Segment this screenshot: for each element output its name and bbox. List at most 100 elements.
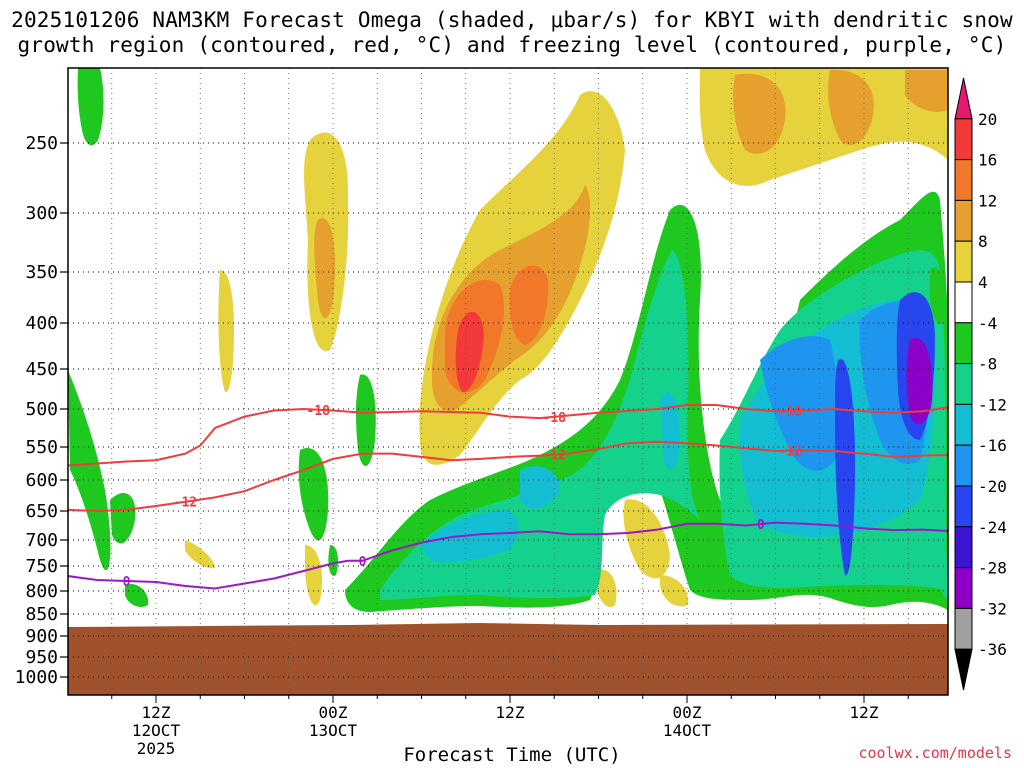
x-tick-label: 00Z	[673, 703, 702, 722]
y-tick-label: 900	[25, 626, 58, 647]
omega-region-yellow	[595, 569, 617, 608]
y-tick-label: 1000	[15, 667, 58, 688]
colorbar-swatch	[954, 281, 973, 324]
contour-label: -18	[543, 411, 567, 426]
x-axis-title: Forecast Time (UTC)	[403, 744, 621, 766]
colorbar-legend: 20 16 12 8 4 -4 -8 -12 -16 -20 -24 -28 -32 -36	[954, 77, 1007, 691]
x-tick-year: 2025	[137, 739, 176, 758]
y-tick-label: 500	[25, 399, 58, 420]
colorbar-label: 20	[978, 110, 997, 129]
contour-dgz	[68, 404, 948, 467]
colorbar-swatch	[954, 118, 973, 161]
x-tick-label: 12Z	[142, 703, 171, 722]
x-tick-date: 13OCT	[309, 721, 358, 740]
colorbar-arrow-top	[954, 77, 973, 120]
omega-region-gold	[905, 70, 948, 112]
y-tick-label: 700	[25, 530, 58, 551]
colorbar-swatch	[954, 159, 973, 201]
chart-title-line-1: 2025101206 NAM3KM Forecast Omega (shaded…	[11, 8, 1013, 32]
omega-region-green	[930, 267, 946, 324]
omega-region-sky	[760, 336, 839, 471]
colorbar-swatch	[954, 199, 973, 242]
omega-region-green	[110, 492, 136, 544]
contour-label: -12	[779, 445, 802, 460]
contour-freezing_level	[68, 521, 948, 590]
colorbar-swatch	[954, 444, 973, 487]
colorbar-arrow-bottom	[954, 648, 973, 691]
y-tick-label: 650	[25, 501, 58, 522]
x-tick-label: 12Z	[496, 703, 525, 722]
contour-label: -18	[779, 405, 803, 420]
omega-region-orange	[509, 265, 549, 345]
contour-label: -18	[307, 404, 331, 419]
omega-region-green	[355, 374, 376, 467]
x-tick-date: 14OCT	[663, 721, 712, 740]
y-tick-label: 450	[25, 359, 58, 380]
y-tick-label: 300	[25, 203, 58, 224]
y-axis: 2503003504004505005506006507007508008509…	[15, 133, 68, 688]
credit-link[interactable]: coolwx.com/models	[858, 744, 1012, 762]
colorbar-swatch	[954, 567, 973, 609]
colorbar-label: -4	[978, 314, 997, 333]
y-tick-label: 250	[25, 133, 58, 154]
y-tick-label: 950	[25, 647, 58, 668]
omega-shading-layer	[68, 68, 948, 612]
y-tick-label: 350	[25, 262, 58, 283]
omega-region-gold	[314, 218, 336, 319]
plot-frame	[67, 67, 949, 696]
colorbar-label: 4	[978, 273, 988, 292]
omega-region-gold	[733, 73, 786, 154]
colorbar-swatch	[954, 607, 973, 650]
colorbar-label: -8	[978, 355, 997, 374]
chart-title-line-2: growth region (contoured, red, °C) and f…	[17, 33, 1007, 57]
omega-region-yellow	[623, 499, 670, 579]
colorbar-label: 16	[978, 151, 997, 170]
omega-region-green	[328, 545, 338, 576]
colorbar-label: 8	[978, 232, 988, 251]
omega-region-gold	[828, 69, 874, 145]
contour-layer: -18 -18 -18 -12 -12 -12 0 0 0	[68, 404, 948, 590]
contour-label: 0	[757, 518, 765, 533]
colorbar-swatch	[954, 240, 973, 283]
x-tick-label: 00Z	[319, 703, 348, 722]
omega-region-green	[125, 584, 149, 607]
y-tick-label: 850	[25, 604, 58, 625]
y-tick-label: 800	[25, 581, 58, 602]
contour-label: 0	[359, 555, 367, 570]
omega-region-yellow	[218, 270, 234, 393]
colorbar-label: -12	[978, 395, 1007, 414]
colorbar-label: -24	[978, 518, 1007, 537]
colorbar-swatch	[954, 322, 973, 365]
contour-label: 0	[123, 575, 131, 590]
colorbar-swatch	[954, 526, 973, 569]
colorbar-label: -36	[978, 640, 1007, 659]
y-tick-label: 550	[25, 437, 58, 458]
colorbar-swatch	[954, 485, 973, 528]
y-tick-label: 600	[25, 470, 58, 491]
colorbar-label: -28	[978, 559, 1007, 578]
omega-region-cyan	[660, 392, 680, 471]
colorbar-label: -32	[978, 599, 1007, 618]
omega-region-purple	[906, 338, 933, 424]
colorbar-label: -20	[978, 477, 1007, 496]
y-tick-label: 750	[25, 556, 58, 577]
colorbar-swatch	[954, 403, 973, 446]
omega-region-green	[298, 448, 329, 541]
colorbar-label: 12	[978, 191, 997, 210]
x-tick-label: 12Z	[850, 703, 879, 722]
omega-region-red	[455, 311, 484, 393]
contour-dgz	[68, 440, 948, 513]
x-tick-date: 12OCT	[132, 721, 181, 740]
omega-region-green	[77, 68, 104, 146]
contour-label: -12	[543, 449, 566, 464]
colorbar-swatch	[954, 363, 973, 405]
y-tick-label: 400	[25, 313, 58, 334]
omega-region-teal	[380, 250, 700, 600]
contour-label: -12	[174, 496, 197, 511]
colorbar-label: -16	[978, 436, 1007, 455]
omega-region-yellow	[660, 575, 689, 607]
omega-region-blue	[835, 358, 856, 576]
omega-region-yellow	[305, 545, 323, 606]
